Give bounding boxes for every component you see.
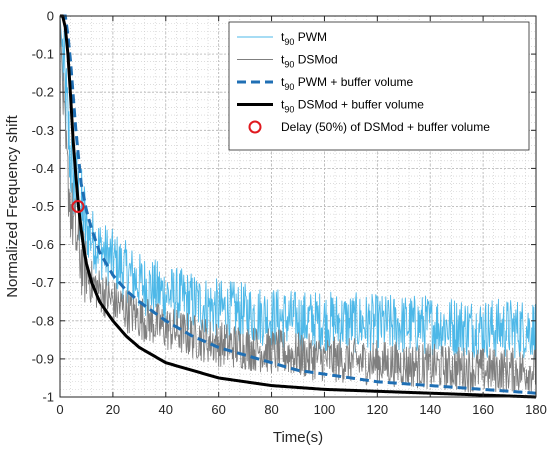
x-tick-label: 180: [525, 402, 547, 417]
y-tick-label: 0: [47, 9, 54, 24]
series-layer: [59, 14, 537, 399]
x-tick-labels: 0 20 40 60 80 100 120 140 160 180: [56, 402, 546, 417]
delay-marker: [71, 200, 85, 213]
series-t90-pwm-buffer-volume: [60, 14, 537, 395]
y-tick-label: -1: [42, 390, 54, 405]
x-tick-label: 100: [314, 402, 336, 417]
y-axis-label: Normalized Frequency shift: [4, 114, 21, 297]
y-tick-label: -0.1: [32, 47, 54, 62]
x-tick-label: 120: [366, 402, 388, 417]
y-tick-label: -0.4: [32, 161, 54, 176]
x-tick-label: 160: [472, 402, 494, 417]
y-tick-label: -0.2: [32, 85, 54, 100]
y-tick-label: -0.7: [32, 275, 54, 290]
x-tick-label: 80: [264, 402, 278, 417]
legend: t90 PWM t90 DSMod t90 PWM + buffer volume t…: [228, 21, 530, 151]
y-tick-label: -0.9: [32, 351, 54, 366]
y-tick-label: -0.8: [32, 313, 54, 328]
x-tick-label: 0: [56, 402, 63, 417]
legend-marker: [248, 120, 262, 134]
legend-box: [228, 21, 530, 151]
x-tick-label: 40: [159, 402, 173, 417]
legend-label: t90 PWM: [281, 30, 327, 47]
y-tick-label: -0.5: [32, 199, 54, 214]
x-axis-label: Time(s): [273, 429, 323, 446]
legend-label: Delay (50%) of DSMod + buffer volume: [281, 120, 490, 134]
legend-label: t90 DSMod + buffer volume: [281, 98, 424, 115]
series-t90-dsmod: [59, 15, 537, 394]
x-tick-label: 20: [106, 402, 120, 417]
series-t90-pwm: [59, 15, 537, 359]
legend-label: t90 DSMod: [281, 53, 338, 70]
y-tick-label: -0.6: [32, 237, 54, 252]
x-tick-label: 60: [211, 402, 225, 417]
axis-ticks: [59, 15, 537, 398]
series-t90-dsmod-buffer-volume: [59, 14, 537, 399]
legend-label: t90 PWM + buffer volume: [281, 75, 414, 92]
x-tick-label: 140: [419, 402, 441, 417]
y-tick-label: -0.3: [32, 123, 54, 138]
y-tick-labels: 0 -0.1 -0.2 -0.3 -0.4 -0.5 -0.6 -0.7 -0.8 -0.9 -1: [32, 9, 54, 405]
